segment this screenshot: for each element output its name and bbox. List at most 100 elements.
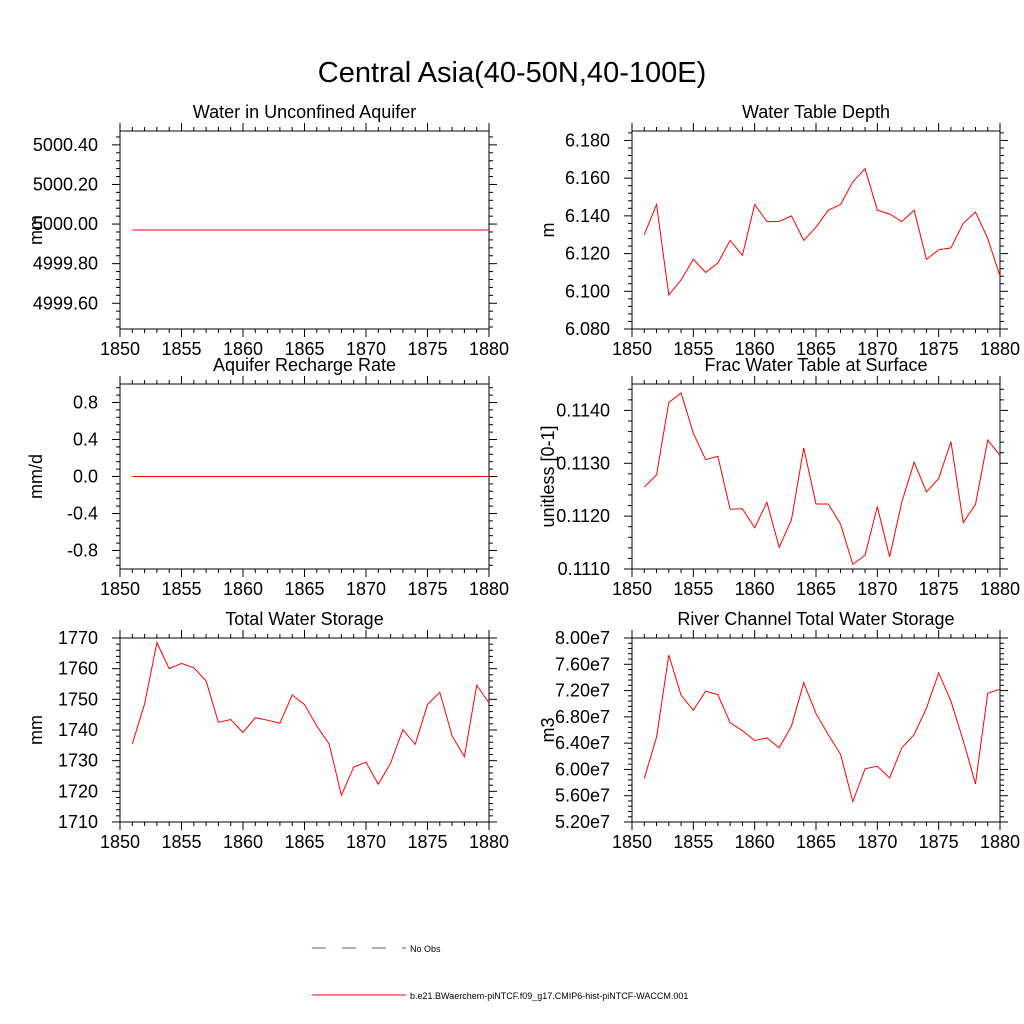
y-tick-label: 6.080 [565, 319, 610, 339]
x-tick-label: 1865 [284, 339, 324, 359]
y-axis-label: mm [26, 215, 46, 245]
x-tick-label: 1880 [980, 579, 1020, 599]
y-tick-label: 1710 [58, 812, 98, 832]
y-tick-label: 1750 [58, 689, 98, 709]
x-tick-label: 1875 [919, 339, 959, 359]
legend-item-no-obs: No Obs [312, 944, 441, 954]
legend: No Obs b.e21.BWaerchem-piNTCF.f09_g17.CM… [312, 944, 688, 1001]
x-tick-label: 1870 [346, 832, 386, 852]
x-tick-label: 1875 [919, 832, 959, 852]
y-tick-label: 6.40e7 [555, 733, 610, 753]
x-tick-label: 1860 [223, 832, 263, 852]
y-tick-label: 0.1120 [556, 506, 610, 526]
panels: Water in Unconfined Aquifer mm 1850 1855 186… [26, 102, 1020, 852]
y-tick-label: 5000.00 [33, 214, 98, 234]
y-tick-label: 4999.60 [33, 293, 98, 313]
x-tick-label: 1870 [857, 339, 897, 359]
y-tick-label: 6.00e7 [555, 759, 610, 779]
y-tick-label: -0.8 [67, 541, 98, 561]
panel-6: River Channel Total Water Storage m3 1850 1… [538, 609, 1020, 852]
legend-label-model-run: b.e21.BWaerchem-piNTCF.f09_g17.CMIP6-his… [410, 991, 688, 1001]
y-axis-label: unitless [0-1] [538, 425, 558, 527]
x-tick-label: 1865 [284, 832, 324, 852]
x-tick-label: 1850 [100, 579, 140, 599]
panel-2: Water Table Depth m 1850 1855 1860 1865 1870 18… [538, 102, 1020, 359]
x-tick-label: 1860 [735, 339, 775, 359]
x-tick-label: 1880 [980, 832, 1020, 852]
x-tick-label: 1875 [407, 832, 447, 852]
x-tick-label: 1865 [796, 579, 836, 599]
panel-5: Total Water Storage mm 1850 1855 1860 1865 187… [26, 609, 509, 852]
series-line [131, 641, 490, 797]
panel-title: Water in Unconfined Aquifer [193, 102, 416, 122]
x-tick-label: 1880 [469, 339, 509, 359]
x-tick-label: 1865 [796, 832, 836, 852]
panel-1: Water in Unconfined Aquifer mm 1850 1855 186… [26, 102, 509, 359]
x-tick-label: 1880 [980, 339, 1020, 359]
x-tick-label: 1875 [407, 579, 447, 599]
y-tick-label: 5.20e7 [555, 812, 610, 832]
x-tick-label: 1870 [857, 832, 897, 852]
x-tick-label: 1855 [161, 832, 201, 852]
y-tick-label: -0.4 [67, 504, 98, 524]
y-tick-label: 5.60e7 [555, 786, 610, 806]
x-tick-label: 1870 [346, 579, 386, 599]
x-tick-label: 1865 [796, 339, 836, 359]
x-tick-label: 1855 [161, 579, 201, 599]
x-tick-label: 1850 [612, 579, 652, 599]
y-tick-label: 6.80e7 [555, 707, 610, 727]
panel-title: River Channel Total Water Storage [677, 609, 954, 629]
y-tick-label: 1740 [58, 720, 98, 740]
panel-title: Total Water Storage [225, 609, 383, 629]
y-tick-label: 6.160 [565, 168, 610, 188]
x-tick-label: 1855 [673, 339, 713, 359]
x-tick-label: 1855 [161, 339, 201, 359]
x-tick-label: 1865 [284, 579, 324, 599]
x-tick-label: 1850 [100, 339, 140, 359]
y-tick-label: 5000.40 [33, 135, 98, 155]
x-tick-label: 1860 [735, 579, 775, 599]
y-tick-label: 6.100 [565, 281, 610, 301]
y-axis-label: m3 [538, 717, 558, 742]
panel-title: Frac Water Table at Surface [704, 355, 927, 375]
panel-title: Aquifer Recharge Rate [213, 355, 396, 375]
y-tick-label: 6.180 [565, 130, 610, 150]
x-tick-label: 1870 [346, 339, 386, 359]
x-tick-label: 1850 [100, 832, 140, 852]
x-tick-label: 1860 [735, 832, 775, 852]
x-tick-label: 1860 [223, 339, 263, 359]
y-tick-label: 5000.20 [33, 174, 98, 194]
series-line [643, 392, 1001, 566]
x-tick-label: 1870 [857, 579, 897, 599]
y-axis-label: m [538, 223, 558, 238]
y-tick-label: 0.8 [73, 393, 98, 413]
panel-title: Water Table Depth [742, 102, 890, 122]
series-line [643, 167, 1001, 297]
y-tick-label: 0.0 [73, 467, 98, 487]
y-tick-label: 1720 [58, 781, 98, 801]
y-tick-label: 0.1140 [556, 400, 610, 420]
y-tick-label: 1760 [58, 659, 98, 679]
y-tick-label: 4999.80 [33, 254, 98, 274]
x-tick-label: 1850 [612, 339, 652, 359]
y-axis-label: mm/d [26, 454, 46, 499]
y-tick-label: 6.140 [565, 206, 610, 226]
y-tick-label: 6.120 [565, 244, 610, 264]
x-tick-label: 1875 [919, 579, 959, 599]
y-tick-label: 0.1110 [558, 559, 610, 579]
x-tick-label: 1880 [469, 579, 509, 599]
y-tick-label: 7.60e7 [555, 654, 610, 674]
y-tick-label: 0.1130 [556, 453, 610, 473]
y-tick-label: 7.20e7 [555, 681, 610, 701]
x-tick-label: 1850 [612, 832, 652, 852]
legend-item-model-run: b.e21.BWaerchem-piNTCF.f09_g17.CMIP6-his… [312, 991, 688, 1001]
y-tick-label: 0.4 [73, 430, 98, 450]
x-tick-label: 1875 [407, 339, 447, 359]
y-tick-label: 8.00e7 [555, 628, 610, 648]
x-tick-label: 1855 [673, 832, 713, 852]
panel-3: Aquifer Recharge Rate mm/d 1850 1855 1860 186… [26, 355, 509, 599]
y-axis-label: mm [26, 715, 46, 745]
series-line [643, 654, 1001, 804]
